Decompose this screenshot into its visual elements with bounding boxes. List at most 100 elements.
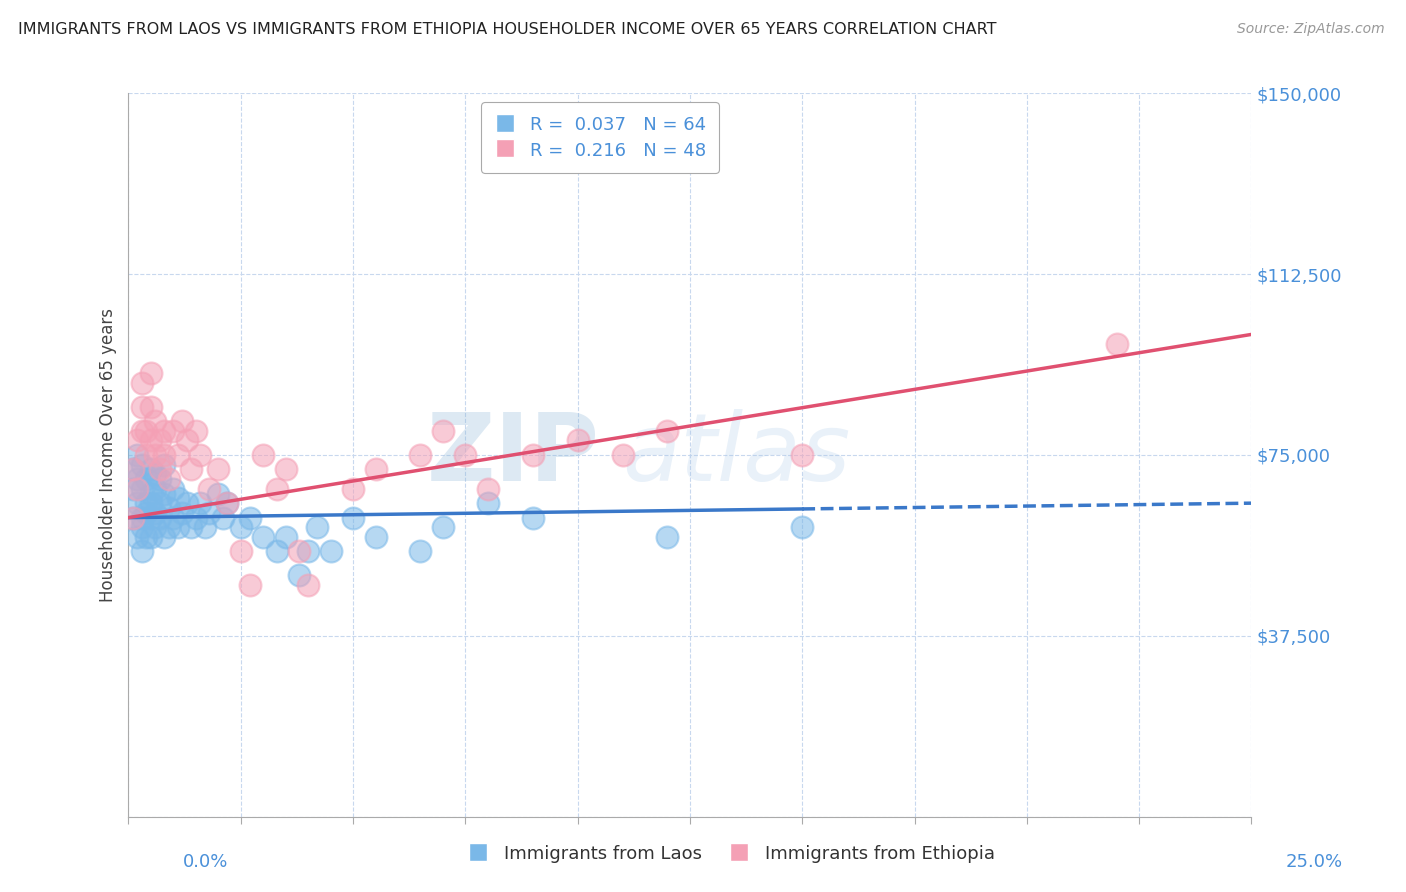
Text: 0.0%: 0.0% [183, 853, 228, 871]
Point [172, 506, 194, 520]
Point [454, 448, 477, 462]
Point [127, 496, 149, 510]
Point [567, 434, 589, 448]
Point [657, 424, 679, 438]
Point [188, 448, 211, 462]
Point [157, 472, 180, 486]
Point [131, 424, 153, 438]
Point [266, 544, 288, 558]
Text: 25.0%: 25.0% [1285, 853, 1343, 871]
Point [409, 448, 432, 462]
Point [432, 424, 454, 438]
Point [288, 568, 311, 582]
Point [131, 376, 153, 390]
Point [153, 448, 176, 462]
Point [217, 496, 239, 510]
Point [131, 510, 153, 524]
Point [180, 462, 202, 476]
Point [135, 530, 157, 544]
Point [274, 462, 297, 476]
Point [432, 520, 454, 534]
Point [153, 530, 176, 544]
Point [149, 462, 172, 476]
Point [167, 448, 190, 462]
Point [364, 462, 387, 476]
Point [131, 400, 153, 414]
Point [122, 510, 145, 524]
Point [149, 434, 172, 448]
Point [297, 578, 319, 592]
Point [217, 496, 239, 510]
Point [127, 530, 149, 544]
Point [131, 544, 153, 558]
Point [122, 482, 145, 496]
Point [153, 486, 176, 500]
Point [188, 496, 211, 510]
Point [139, 400, 162, 414]
Point [172, 414, 194, 428]
Point [131, 520, 153, 534]
Point [342, 510, 364, 524]
Point [127, 482, 149, 496]
Point [792, 448, 814, 462]
Point [139, 486, 162, 500]
Point [207, 462, 229, 476]
Point [145, 520, 167, 534]
Point [139, 434, 162, 448]
Point [127, 472, 149, 486]
Point [522, 510, 544, 524]
Point [252, 448, 274, 462]
Point [153, 458, 176, 472]
Point [139, 496, 162, 510]
Point [162, 510, 184, 524]
Point [157, 520, 180, 534]
Point [176, 496, 198, 510]
Text: ZIP: ZIP [427, 409, 600, 501]
Point [307, 520, 329, 534]
Point [162, 424, 184, 438]
Point [145, 482, 167, 496]
Point [122, 510, 145, 524]
Point [139, 462, 162, 476]
Point [229, 520, 252, 534]
Point [477, 482, 499, 496]
Point [180, 520, 202, 534]
Point [342, 482, 364, 496]
Point [157, 500, 180, 515]
Point [139, 510, 162, 524]
Point [135, 496, 157, 510]
Text: IMMIGRANTS FROM LAOS VS IMMIGRANTS FROM ETHIOPIA HOUSEHOLDER INCOME OVER 65 YEAR: IMMIGRANTS FROM LAOS VS IMMIGRANTS FROM … [18, 22, 997, 37]
Point [184, 424, 207, 438]
Point [319, 544, 342, 558]
Point [135, 506, 157, 520]
Point [145, 467, 167, 482]
Point [127, 448, 149, 462]
Point [149, 472, 172, 486]
Point [131, 458, 153, 472]
Text: Source: ZipAtlas.com: Source: ZipAtlas.com [1237, 22, 1385, 37]
Point [207, 486, 229, 500]
Point [131, 482, 153, 496]
Point [792, 520, 814, 534]
Point [364, 530, 387, 544]
Point [274, 530, 297, 544]
Y-axis label: Householder Income Over 65 years: Householder Income Over 65 years [100, 308, 117, 602]
Point [198, 482, 221, 496]
Point [167, 520, 190, 534]
Point [176, 434, 198, 448]
Legend: Immigrants from Laos, Immigrants from Ethiopia: Immigrants from Laos, Immigrants from Et… [457, 833, 1005, 874]
Point [211, 510, 233, 524]
Point [239, 578, 262, 592]
Point [139, 530, 162, 544]
Point [229, 544, 252, 558]
Point [409, 544, 432, 558]
Point [139, 366, 162, 380]
Point [167, 491, 190, 506]
Point [266, 482, 288, 496]
Point [135, 424, 157, 438]
Point [297, 544, 319, 558]
Point [145, 506, 167, 520]
Point [1105, 337, 1128, 351]
Point [135, 448, 157, 462]
Point [145, 414, 167, 428]
